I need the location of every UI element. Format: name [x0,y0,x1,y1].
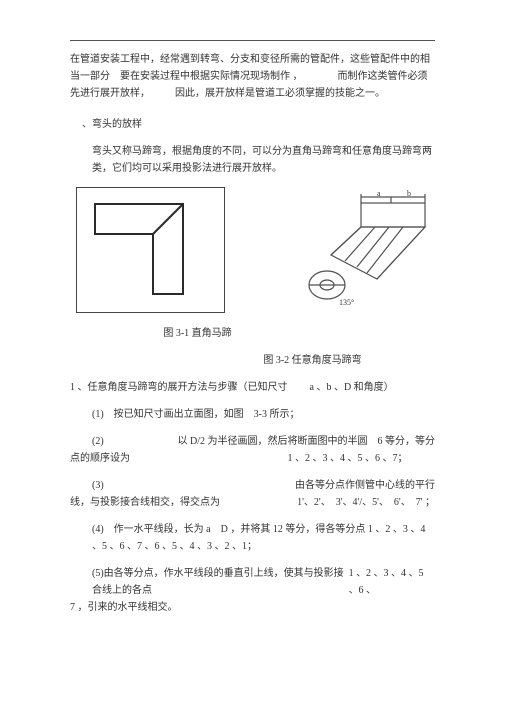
step-2-below: 点的顺序设为 [70,450,130,467]
step-5-left: (5)由各等分点，作水平线段的垂直引上线，使其与投影接合线上的各点 [92,565,349,599]
figure-1-svg [83,194,218,306]
step-2-right: 以 D/2 为半径画圆，然后将断面图中的半圆 6 等分，等分 [178,433,436,450]
figure-row: 135° a b [70,187,435,319]
step-2: (2) 以 D/2 为半径画圆，然后将断面图中的半圆 6 等分，等分 [70,433,435,450]
step-2-num: (2) [92,433,104,450]
step-3-right: 由各等分点作侧管中心线的平行 [295,477,435,494]
figure-1 [76,187,225,319]
document-page: 在管道安装工程中，经常遇到转弯、分支和变径所需的管配件，这些管配件中的相当一部分… [0,0,505,646]
dim-a: a [377,189,381,198]
figure-2: 135° a b [279,187,447,315]
item-1-right: a 、b 、D 和角度） [310,379,394,396]
item-1: 1 、任意角度马蹄弯的展开方法与步骤（已知尺寸 a 、b 、D 和角度） [70,379,435,396]
dim-b: b [407,189,411,198]
intro-paragraph: 在管道安装工程中，经常遇到转弯、分支和变径所需的管配件，这些管配件中的相当一部分… [70,51,435,102]
step-3-below-row: 线，与投影接合线相交，得交点为 1'、2'、 3'、4'/、5'、 6'、 7'… [70,494,435,511]
step-4: (4) 作一水平线段，长为 a D ，并将其 12 等分，得各等分点 1 、2 … [70,521,435,555]
top-rule [70,40,435,41]
deg-label: 135° [339,298,354,307]
step-2-seq: 1 、2 、3 、4 、5 、6 、7； [288,450,408,467]
step-3-below: 线，与投影接合线相交，得交点为 [70,494,220,511]
figure-2-svg: 135° a b [279,187,447,315]
step-3-num: (3) [92,477,104,494]
figure-2-caption: 图 3-2 任意角度马蹄弯 [190,352,435,369]
figure-1-caption: 图 3-1 直角马蹄 [0,325,435,342]
section-body: 弯头又称马蹄弯，根据角度的不同，可以分为直角马蹄弯和任意角度马蹄弯两类，它们均可… [70,143,435,177]
item-1-left: 1 、任意角度马蹄弯的展开方法与步骤（已知尺寸 [70,379,288,396]
step-5-below: 7 ，引来的水平线相交。 [70,599,435,616]
step-3: (3) 由各等分点作侧管中心线的平行 [70,477,435,494]
step-5-right: 1 、2 、3 、4 、5 、6 、 [349,565,435,599]
step-2-below-row: 点的顺序设为 1 、2 、3 、4 、5 、6 、7； [70,450,435,467]
figure-1-frame [76,187,225,313]
step-5: (5)由各等分点，作水平线段的垂直引上线，使其与投影接合线上的各点 1 、2 、… [70,565,435,599]
step-3-seq: 1'、2'、 3'、4'/、5'、 6'、 7' ； [297,494,435,511]
section-title: 、弯头的放样 [82,116,435,133]
step-1: (1) 按已知尺寸画出立面图，如图 3-3 所示； [70,406,435,423]
